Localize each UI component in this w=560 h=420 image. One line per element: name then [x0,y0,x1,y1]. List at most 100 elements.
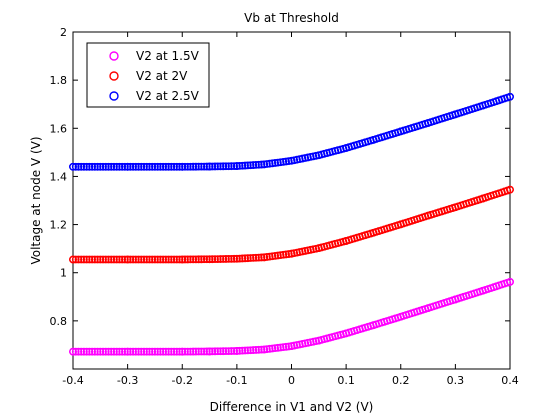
data-point [252,160,260,169]
data-point [145,162,154,171]
data-point [238,161,247,170]
data-point [238,254,247,263]
data-point [396,220,405,229]
data-point [230,347,239,355]
data-point [170,255,178,264]
data-point [96,162,105,171]
data-point [112,347,121,356]
data-point [424,211,432,220]
data-point [161,255,170,264]
data-point [257,160,266,169]
data-point [137,347,146,356]
data-point [77,162,86,171]
data-point [246,161,255,170]
data-point [175,255,184,264]
data-point [186,347,195,356]
data-point [224,254,233,263]
data-point [88,162,97,171]
data-point [189,162,198,171]
data-point [142,162,151,171]
data-point [241,254,249,263]
data-point [101,347,110,356]
y-tick-label: 1.2 [50,219,68,232]
data-point [282,342,290,351]
data-point [96,347,105,356]
data-point [279,343,288,352]
data-point [271,159,280,167]
data-point [506,92,514,101]
data-point [90,162,99,171]
series-3 [69,92,514,171]
data-point [342,237,351,245]
data-point [156,162,165,171]
data-point [424,304,432,312]
data-point [88,347,97,356]
data-point [167,347,176,356]
data-point [172,347,181,356]
data-point [246,254,255,262]
data-point [74,255,83,264]
data-point [287,249,296,258]
data-point [172,162,181,171]
data-point [287,156,296,165]
data-point [205,162,214,171]
data-point [216,162,225,171]
data-point [164,162,173,171]
data-point [243,161,252,170]
data-point [161,162,170,171]
data-point [77,347,86,356]
data-point [126,347,135,356]
data-point [110,255,118,264]
data-point [183,347,192,356]
data-point [104,255,113,264]
data-point [170,347,178,356]
plot-area: -0.4 -0.3 -0.2 -0.1 0 0.1 0.2 0.3 0.4 0.8 1 1.2 1.4 1… [50,26,519,387]
data-point [85,255,94,264]
data-point [85,347,94,356]
data-point [314,151,323,160]
data-point [118,347,127,356]
data-point [110,162,118,171]
data-point [222,255,230,263]
data-point [148,162,157,171]
data-point [208,162,217,171]
data-point [252,346,260,354]
data-point [478,194,487,203]
data-point [140,255,148,264]
data-point [99,255,107,264]
data-point [478,286,487,295]
data-point [140,347,148,356]
data-point [69,162,77,171]
legend-marker [109,71,119,81]
data-point [172,255,181,264]
data-point [263,160,271,168]
data-point [369,321,378,330]
y-tick-label: 1.4 [50,170,68,183]
data-point [192,347,200,356]
data-point [254,345,263,354]
data-point [506,277,514,286]
ticks-layer: -0.4 -0.3 -0.2 -0.1 0 0.1 0.2 0.3 0.4 0.8 1 1.2 1.4 1… [50,26,519,387]
data-point [194,347,203,356]
data-point [273,158,282,167]
data-point [314,244,323,253]
data-point [273,343,282,352]
data-point [263,345,271,354]
data-point [249,253,258,262]
y-tick-label: 0.8 [50,315,68,328]
data-point [211,162,219,171]
data-point [178,162,187,171]
data-point [156,255,165,264]
data-point [271,251,280,260]
data-point [257,253,266,262]
data-point [396,127,405,136]
legend-label: V2 at 1.5V [136,49,200,63]
data-point [216,347,225,356]
data-point [243,254,252,263]
data-point [148,347,157,356]
data-point [235,346,244,355]
data-point [369,228,378,237]
legend-items: V2 at 1.5V V2 at 2V V2 at 2.5V [109,49,200,103]
data-point [213,347,222,356]
data-point [159,162,168,171]
